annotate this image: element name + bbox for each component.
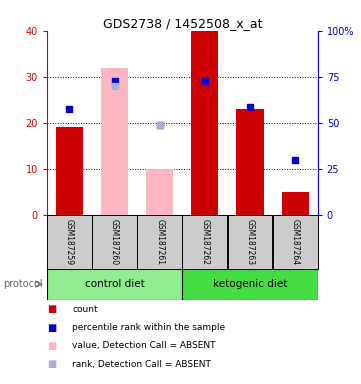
Text: GSM187264: GSM187264 bbox=[291, 219, 300, 265]
Text: ketogenic diet: ketogenic diet bbox=[213, 279, 287, 289]
Text: count: count bbox=[72, 305, 98, 314]
Text: value, Detection Call = ABSENT: value, Detection Call = ABSENT bbox=[72, 341, 216, 351]
Text: GSM187262: GSM187262 bbox=[200, 219, 209, 265]
Text: ■: ■ bbox=[47, 359, 56, 369]
Bar bbox=[47, 215, 92, 269]
Bar bbox=[101, 68, 128, 215]
Text: rank, Detection Call = ABSENT: rank, Detection Call = ABSENT bbox=[72, 360, 211, 369]
Text: ■: ■ bbox=[47, 323, 56, 333]
Text: GSM187261: GSM187261 bbox=[155, 219, 164, 265]
Bar bbox=[146, 169, 173, 215]
Bar bbox=[273, 215, 318, 269]
Bar bbox=[236, 109, 264, 215]
Text: control diet: control diet bbox=[85, 279, 144, 289]
Text: percentile rank within the sample: percentile rank within the sample bbox=[72, 323, 225, 332]
Title: GDS2738 / 1452508_x_at: GDS2738 / 1452508_x_at bbox=[103, 17, 262, 30]
Bar bbox=[182, 215, 227, 269]
Bar bbox=[137, 215, 182, 269]
Bar bbox=[47, 269, 182, 300]
Text: ■: ■ bbox=[47, 304, 56, 314]
Bar bbox=[182, 269, 318, 300]
Bar bbox=[191, 31, 218, 215]
Bar bbox=[227, 215, 273, 269]
Text: GSM187259: GSM187259 bbox=[65, 219, 74, 265]
Bar bbox=[92, 215, 137, 269]
Text: GSM187263: GSM187263 bbox=[245, 219, 255, 265]
Text: ■: ■ bbox=[47, 341, 56, 351]
Text: protocol: protocol bbox=[4, 279, 43, 289]
Text: GSM187260: GSM187260 bbox=[110, 219, 119, 265]
Bar bbox=[282, 192, 309, 215]
Bar bbox=[56, 127, 83, 215]
